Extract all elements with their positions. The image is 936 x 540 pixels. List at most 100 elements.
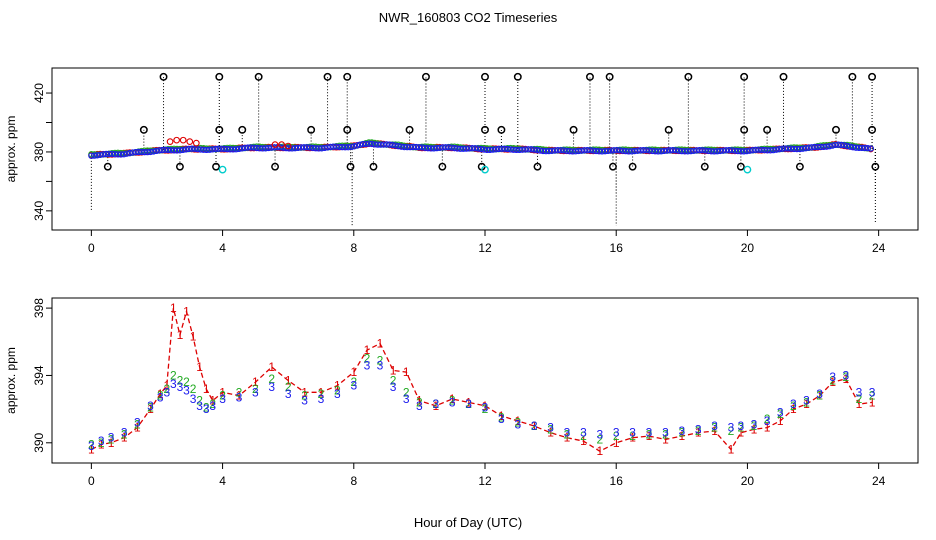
top-series-s3-point: [495, 145, 502, 153]
series-2-point: 2: [196, 394, 203, 408]
series-3-point: 3: [364, 358, 371, 372]
flag-point: [405, 125, 414, 134]
series-2-point: 2: [350, 375, 357, 389]
series-2-point: 2: [157, 389, 164, 403]
chart-title: NWR_160803 CO2 Timeseries: [379, 10, 558, 25]
flag-point: [343, 72, 352, 81]
flag-point: [175, 162, 184, 171]
series-1-point: 1: [728, 443, 735, 457]
series-1-point: 1: [108, 436, 115, 450]
x-tick-label: 20: [741, 241, 755, 255]
top-series-s3-point: [666, 147, 674, 154]
top-series-s3-point: [805, 144, 812, 151]
series-3-point: 3: [190, 392, 197, 406]
series-2-point: 2: [856, 392, 863, 406]
flag-point: [438, 162, 447, 171]
top-series-s3-point: [212, 145, 219, 153]
flag-point: [346, 162, 355, 171]
top-series-s3-point: [572, 148, 579, 155]
series-2-point: 2: [728, 424, 735, 438]
top-series-s3-point: [436, 144, 443, 151]
series-1-point: 1: [196, 360, 203, 374]
top-series-s3-point: [439, 144, 446, 151]
flag-point: [307, 125, 316, 134]
top-series-s3-point: [339, 143, 346, 151]
top-series-s3-point: [596, 148, 603, 155]
top-series-s3-point: [451, 144, 458, 152]
top-series-s3-point: [613, 147, 621, 154]
top-series-s3-point: [377, 141, 384, 148]
series-1-point: 1: [856, 397, 863, 411]
top-series-s3-point: [312, 145, 319, 152]
top-series-s3-point: [247, 144, 254, 151]
top-series-s3-point: [448, 144, 455, 151]
top-series-s3-point: [365, 140, 373, 147]
top-series-s3-point: [849, 144, 857, 151]
top-series-s3-point: [147, 148, 154, 156]
top-series-s3-point: [253, 144, 260, 152]
top-series-s3-point: [206, 146, 213, 153]
series-3-point: 3: [482, 400, 489, 414]
flag-point: [763, 125, 772, 134]
y-tick-label: 340: [32, 201, 46, 221]
series-2-point: 2: [564, 427, 571, 441]
series-1-point: 1: [390, 363, 397, 377]
series-3-point: 3: [629, 426, 636, 440]
top-series-s3-point: [324, 144, 331, 151]
series-3-point: 3: [449, 395, 456, 409]
series-2-point: 2: [147, 400, 154, 414]
series-2-point: 2: [364, 352, 371, 366]
series-3-point: 3: [751, 417, 758, 431]
top-series-s3-point: [652, 148, 659, 155]
series-1-point: 1: [147, 402, 154, 416]
series-1-point: 1: [816, 389, 823, 403]
top-series-s3-point: [218, 145, 225, 152]
top-series-s3-point: [191, 145, 198, 152]
series-1-point: 1: [711, 424, 718, 438]
cyan-point: [481, 165, 489, 174]
series-3-point: 3: [134, 416, 141, 430]
top-series-s3-point: [678, 147, 685, 155]
flag-point: [569, 125, 578, 134]
top-series-s3-point: [693, 147, 700, 154]
top-series-s3-point: [100, 151, 107, 158]
top-series-s3-point: [578, 147, 585, 154]
top-series-s3-point: [185, 145, 192, 153]
top-series-s3-point: [173, 147, 181, 154]
y-tick-label: 420: [32, 83, 46, 103]
top-series-s3-point: [188, 145, 195, 152]
top-series-s3-point: [643, 147, 650, 154]
top-series-s3-point: [841, 142, 848, 149]
x-axis-label: Hour of Day (UTC): [414, 515, 522, 530]
top-series-s3-point: [690, 147, 697, 154]
x-tick-label: 20: [741, 474, 755, 488]
top-series-s3-point: [658, 148, 665, 155]
series-2-point: 2: [318, 387, 325, 401]
top-series-s3-point: [699, 147, 706, 154]
x-tick-label: 8: [350, 474, 357, 488]
top-series-s3-point: [796, 145, 804, 153]
flag-point: [608, 162, 617, 171]
top-series-s3-point: [581, 147, 588, 154]
series-3-point: 3: [183, 384, 190, 398]
top-series-s3-point: [265, 144, 272, 152]
top-series-s3-point: [770, 146, 777, 154]
series-3-point: 3: [738, 419, 745, 433]
top-series-s3-point: [353, 142, 361, 149]
flag-point: [605, 72, 614, 81]
series-3-point: 3: [465, 397, 472, 411]
series-1-point: 1: [580, 434, 587, 448]
top-series-s3-point: [669, 147, 677, 154]
top-series-s3-point: [734, 147, 742, 155]
top-series-s3-point: [94, 152, 101, 159]
series-3-point: 3: [219, 392, 226, 406]
series-3-point: 3: [869, 385, 876, 399]
top-series-s3-point: [144, 148, 151, 156]
series-2-point: 2: [695, 424, 702, 438]
series-3-point: 3: [514, 417, 521, 431]
series-1-point: 1: [514, 414, 521, 428]
top-series-s3-point: [746, 147, 753, 154]
series-2-point: 2: [596, 432, 603, 446]
flag-point: [343, 125, 352, 134]
top-series-s3-point: [371, 141, 378, 148]
